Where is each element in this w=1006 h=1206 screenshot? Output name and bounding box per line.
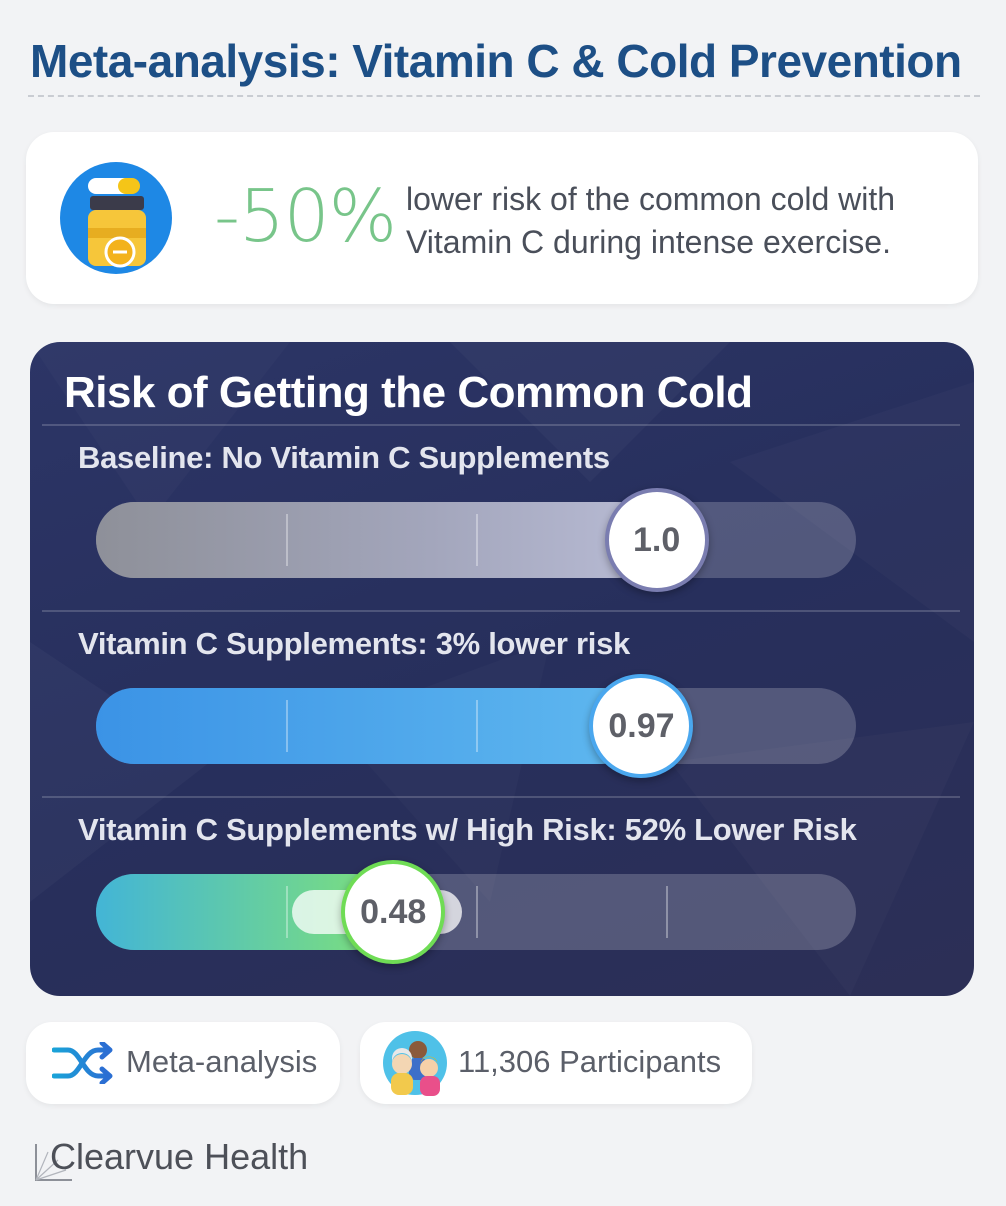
page-title: Meta-analysis: Vitamin C & Cold Preventi… [30, 35, 962, 87]
chart-divider [42, 796, 960, 798]
chart-divider [42, 424, 960, 426]
category-label: Baseline: No Vitamin C Supplements [78, 440, 610, 475]
stat-card: -50% lower risk of the common cold with … [26, 132, 978, 304]
chart-title: Risk of Getting the Common Cold [64, 368, 753, 417]
category-label: Vitamin C Supplements: 3% lower risk [78, 626, 630, 661]
data-label: 0.97 [589, 674, 694, 778]
study-type-tag: Meta-analysis [26, 1022, 340, 1104]
bar-tick [286, 514, 288, 566]
bar [96, 688, 640, 764]
category-label: Vitamin C Supplements w/ High Risk: 52% … [78, 812, 857, 847]
brand: Clearvue Health [34, 1134, 334, 1184]
data-label: 0.48 [341, 860, 446, 964]
vitamin-bottle-icon [60, 162, 172, 274]
bar-tick [286, 700, 288, 752]
brand-name: Clearvue Health [50, 1136, 309, 1177]
bar-tick [476, 886, 478, 938]
tag-label: 11,306 Participants [458, 1044, 722, 1079]
bar-track: 0.97 [96, 674, 856, 778]
shuffle-arrows-icon [52, 1042, 113, 1084]
bar-tick [286, 886, 288, 938]
bar-tick [476, 514, 478, 566]
bar-track: 1.0 [96, 488, 856, 592]
bar-tick [666, 886, 668, 938]
chart-panel: Risk of Getting the Common Cold Baseline… [30, 342, 974, 996]
stat-value: -50% [214, 174, 397, 258]
participants-avatar-icon [383, 1031, 447, 1096]
bar-tick [476, 700, 478, 752]
bar [96, 502, 655, 578]
bar-track: 0.48 [96, 860, 856, 964]
title-divider [28, 95, 980, 97]
chart-divider [42, 610, 960, 612]
data-label: 1.0 [604, 488, 709, 592]
tag-label: Meta-analysis [126, 1044, 318, 1079]
stat-description: lower risk of the common cold with Vitam… [406, 181, 896, 260]
clearvue-logo-icon [35, 1144, 72, 1181]
participants-tag: 11,306 Participants [360, 1022, 752, 1104]
